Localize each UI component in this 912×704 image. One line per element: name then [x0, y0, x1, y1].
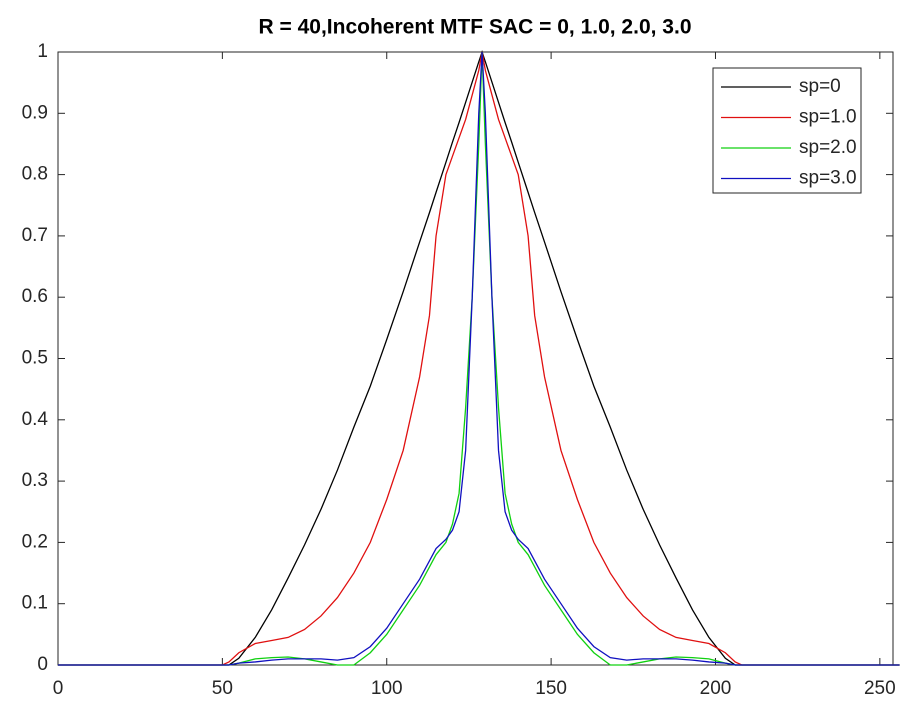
y-tick-label: 0.1 — [22, 593, 48, 614]
line-series — [58, 51, 900, 666]
legend-label: sp=3.0 — [799, 168, 857, 189]
x-tick-label: 50 — [212, 678, 233, 699]
y-tick-label: 0.4 — [22, 409, 49, 430]
y-tick-label: 0.3 — [22, 470, 48, 491]
y-tick-label: 0 — [37, 654, 48, 675]
x-tick-label: 200 — [700, 678, 732, 699]
y-tick-label: 0.9 — [22, 102, 48, 123]
x-tick-label: 250 — [864, 678, 896, 699]
y-tick-label: 0.7 — [22, 225, 48, 246]
y-tick-label: 0.6 — [22, 286, 48, 307]
legend-label: sp=1.0 — [799, 107, 857, 128]
y-tick-label: 1 — [37, 41, 48, 62]
legend-box — [712, 67, 862, 194]
y-tick-label: 0.8 — [22, 164, 48, 185]
y-tick-label: 0.5 — [22, 348, 48, 369]
x-tick-label: 0 — [53, 678, 64, 699]
legend-label: sp=2.0 — [799, 137, 857, 158]
legend-label: sp=0 — [799, 76, 841, 97]
x-tick-label: 150 — [535, 678, 567, 699]
chart-title: R = 40,Incoherent MTF SAC = 0, 1.0, 2.0,… — [259, 16, 692, 39]
y-tick-label: 0.2 — [22, 531, 48, 552]
x-tick-label: 100 — [371, 678, 403, 699]
